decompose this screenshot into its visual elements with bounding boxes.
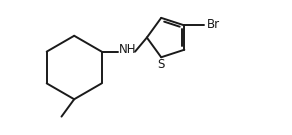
Text: Br: Br bbox=[206, 18, 220, 31]
Text: NH: NH bbox=[119, 43, 137, 56]
Text: S: S bbox=[157, 58, 165, 71]
